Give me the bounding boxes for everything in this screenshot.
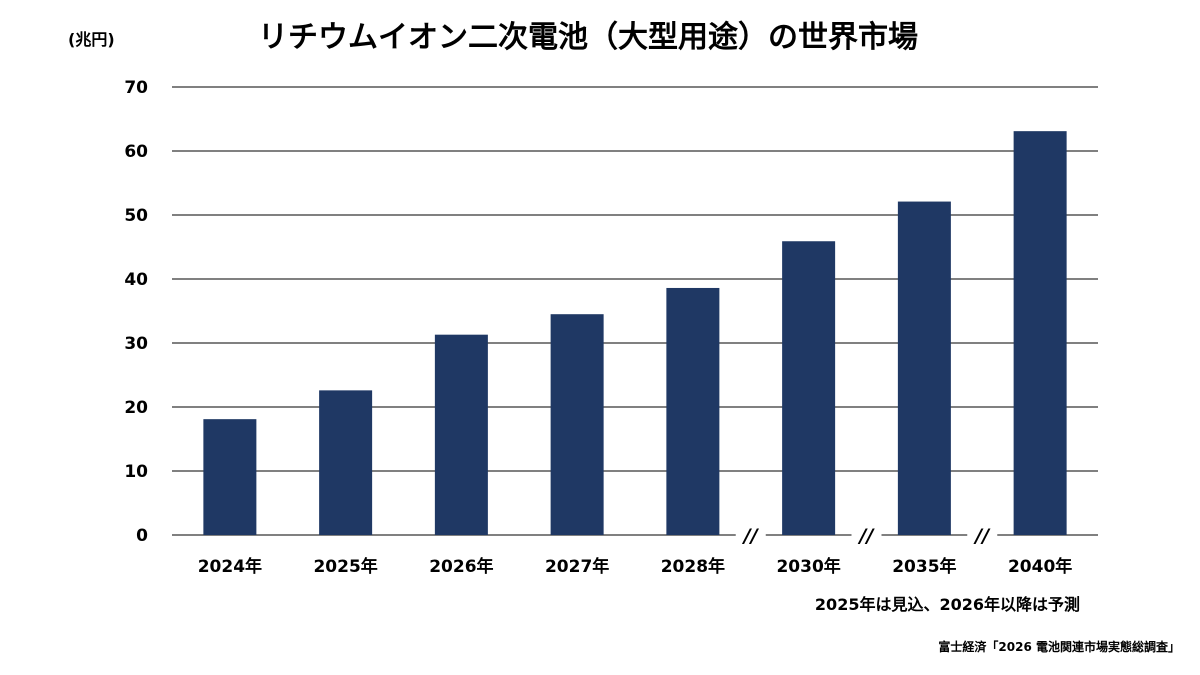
gridlines xyxy=(172,86,1098,536)
y-tick-label: 0 xyxy=(136,526,148,546)
axis-break-mark: // xyxy=(742,525,760,547)
y-tick-label: 60 xyxy=(124,142,148,162)
axis-break-gap xyxy=(735,532,766,538)
y-tick-label: 40 xyxy=(124,270,148,290)
x-tick-label: 2040年 xyxy=(1008,556,1072,577)
x-tick-label: 2028年 xyxy=(661,556,725,577)
axis-break-mark: // xyxy=(858,525,876,547)
y-tick-label: 10 xyxy=(124,462,148,482)
source-credit: 富士経済「2026 電池関連市場実態総調査」 xyxy=(938,639,1180,654)
bars xyxy=(203,131,1067,536)
bar xyxy=(434,334,488,535)
x-tick-label: 2027年 xyxy=(545,556,609,577)
axis-breaks: // // // xyxy=(735,525,998,547)
bar xyxy=(319,390,373,535)
y-tick-label: 20 xyxy=(124,398,148,418)
x-tick-label: 2035年 xyxy=(892,556,956,577)
bar xyxy=(203,419,257,535)
y-axis-ticks: 0 10 20 30 40 50 60 70 xyxy=(124,78,148,546)
x-tick-label: 2024年 xyxy=(198,556,262,577)
y-tick-label: 30 xyxy=(124,334,148,354)
axis-break-mark: // xyxy=(973,525,991,547)
y-tick-label: 50 xyxy=(124,206,148,226)
x-tick-label: 2030年 xyxy=(776,556,840,577)
chart-title: リチウムイオン二次電池（大型用途）の世界市場 xyxy=(258,20,918,55)
axis-break-gap xyxy=(967,532,998,538)
x-tick-label: 2026年 xyxy=(429,556,493,577)
x-axis-ticks: 2024年 2025年 2026年 2027年 2028年 2030年 2035年 2040年 xyxy=(198,556,1073,577)
y-unit-label: (兆円) xyxy=(68,30,115,49)
x-tick-label: 2025年 xyxy=(313,556,377,577)
bar xyxy=(666,287,720,535)
axis-break-gap xyxy=(851,532,882,538)
bar xyxy=(550,314,604,535)
y-tick-label: 70 xyxy=(124,78,148,98)
forecast-note: 2025年は見込、2026年以降は予測 xyxy=(815,595,1080,614)
bar xyxy=(897,201,951,535)
bar xyxy=(1013,131,1067,535)
bar xyxy=(782,241,836,536)
